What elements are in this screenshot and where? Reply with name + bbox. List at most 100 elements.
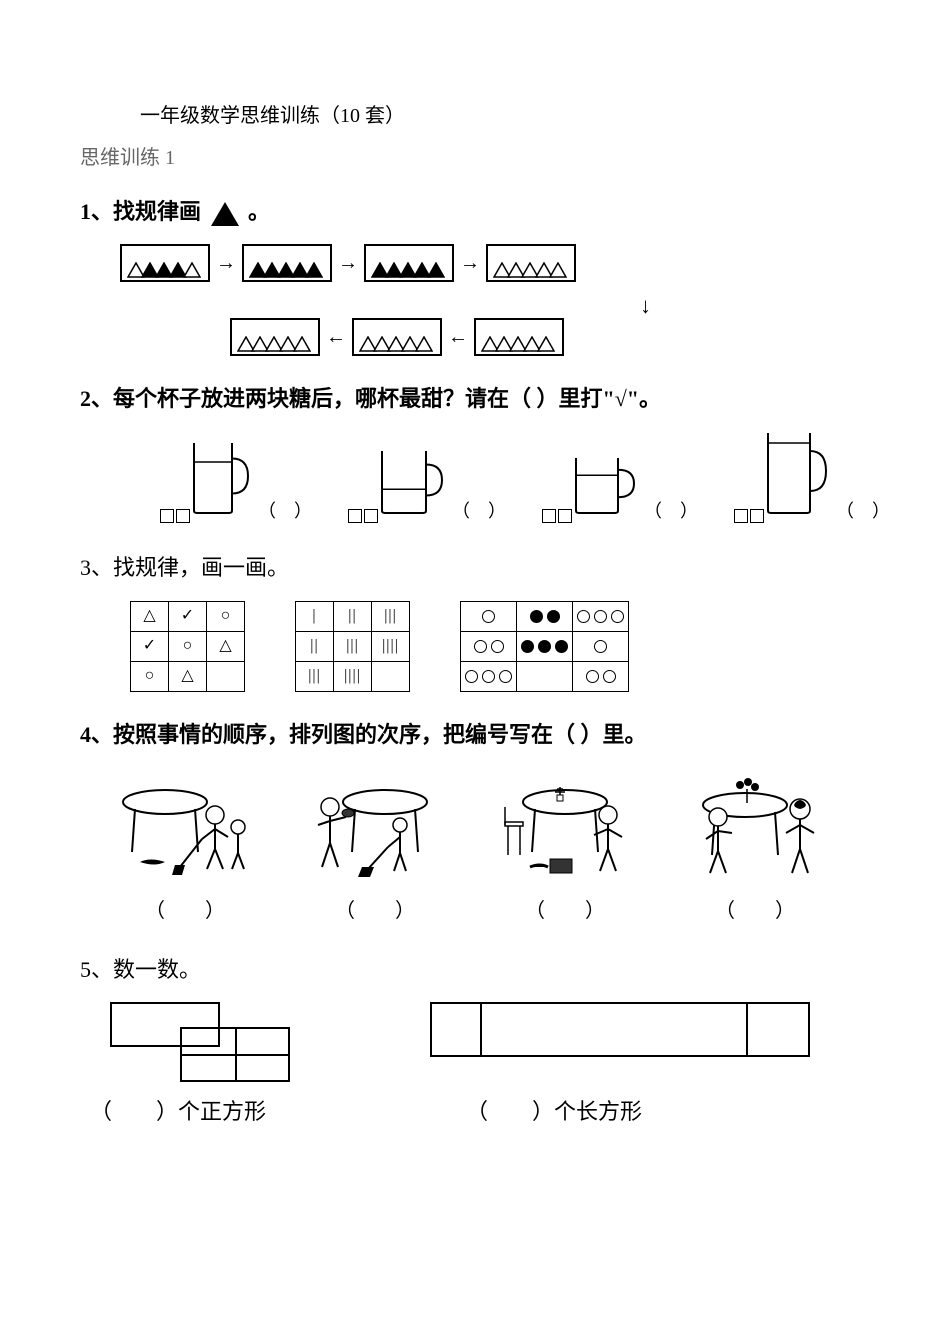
answer-paren[interactable]: （ ） [490, 895, 640, 927]
q5-text: 5、数一数。 [80, 952, 865, 987]
overlapping-squares [110, 1002, 290, 1082]
grid-cell: ○ [207, 601, 245, 631]
grid-cell: ✓ [169, 601, 207, 631]
answer-paren[interactable]: （ ） [680, 895, 830, 927]
grid-cell: △ [169, 661, 207, 691]
circle-outline-icon [594, 610, 607, 623]
triangle-outline-icon [549, 262, 565, 276]
answer-paren[interactable]: （ ） [836, 497, 890, 526]
answer-paren[interactable]: （ ） [110, 895, 260, 927]
q3-grid-2: |||||||||||||||||||||| [295, 601, 410, 692]
q2-body: 每个杯子放进两块糖后，哪杯最甜？请在（ ）里打"√"。 [113, 386, 661, 411]
circle-filled-icon [530, 610, 543, 623]
triangle-outline-icon [293, 336, 309, 350]
q1-row-1: →→→ [120, 244, 865, 282]
q5-answer-2: （ ）个长方形 [466, 1094, 642, 1129]
grid-cell [207, 661, 245, 691]
scene-2: （ ） [300, 767, 450, 927]
arrow-left-icon: ← [446, 321, 470, 353]
question-4: 4、按照事情的顺序，排列图的次序，把编号写在（ ）里。 （ ） （ ） [80, 717, 865, 927]
cup-icon [192, 441, 252, 525]
q1-text: 1、找规律画 。 [80, 194, 865, 229]
horizontal-divider [182, 1054, 288, 1056]
q1-num: 1、 [80, 199, 113, 224]
arrow-right-icon: → [336, 247, 360, 279]
arrow-right-icon: → [458, 247, 482, 279]
grid-cell [573, 631, 629, 661]
q3-text: 3、找规律，画一画。 [80, 550, 865, 585]
sugar-cube-icon [348, 509, 362, 523]
grid-cell: ○ [169, 631, 207, 661]
q3-body: 找规律，画一画。 [113, 555, 289, 580]
section-subtitle: 思维训练 1 [80, 142, 865, 174]
sugar-cube-icon [364, 509, 378, 523]
cup-icon [574, 456, 638, 525]
grid-cell: | [296, 601, 334, 631]
sugar-cube-icon [558, 509, 572, 523]
rect-seg-2 [482, 1004, 748, 1055]
q3-grid-3 [460, 601, 629, 692]
rect-seg-3 [748, 1004, 808, 1055]
answer-paren[interactable]: （ ） [452, 497, 506, 526]
circle-outline-icon [499, 670, 512, 683]
grid-cell [517, 631, 573, 661]
grid-cell: || [296, 631, 334, 661]
question-5: 5、数一数。 （ ）个正方形 （ ）个长方形 [80, 952, 865, 1129]
grid-cell [573, 601, 629, 631]
rectangle-strip [430, 1002, 810, 1057]
q4-scene-row: （ ） （ ） （ ） [80, 767, 865, 927]
sugar-cube-icon [160, 509, 174, 523]
q5-shape-row [80, 1002, 865, 1082]
square-front [180, 1027, 290, 1082]
grid-cell: ||| [296, 661, 334, 691]
q5-answer-1: （ ）个正方形 [90, 1094, 266, 1129]
cup-icon [380, 449, 446, 525]
circle-outline-icon [594, 640, 607, 653]
grid-cell: |||| [372, 631, 410, 661]
sugar-cube-icon [176, 509, 190, 523]
grid-cell [517, 661, 573, 691]
grid-cell: |||| [334, 661, 372, 691]
pattern-box [120, 244, 210, 282]
pattern-box [486, 244, 576, 282]
circle-outline-icon [465, 670, 478, 683]
arrow-down-icon: ↓ [640, 288, 651, 323]
q3-num: 3、 [80, 555, 113, 580]
circle-outline-icon [603, 670, 616, 683]
grid-cell [573, 661, 629, 691]
scene-1: （ ） [110, 767, 260, 927]
question-1: 1、找规律画 。 →→→ ↓ ←← [80, 194, 865, 356]
question-2: 2、每个杯子放进两块糖后，哪杯最甜？请在（ ）里打"√"。 （ ） （ ） （ … [80, 381, 865, 525]
circle-outline-icon [586, 670, 599, 683]
q5-body: 数一数。 [113, 957, 201, 982]
circle-outline-icon [474, 640, 487, 653]
page-title: 一年级数学思维训练（10 套） [80, 100, 865, 132]
answer-paren[interactable]: （ ） [644, 497, 698, 526]
grid-cell: ✓ [131, 631, 169, 661]
answer-paren[interactable]: （ ） [300, 895, 450, 927]
q1-before: 找规律画 [113, 199, 201, 224]
q5-rect-group [430, 1002, 810, 1057]
q2-num: 2、 [80, 386, 113, 411]
q1-flowchart: →→→ ↓ ←← [80, 244, 865, 356]
scene-illustration [490, 767, 640, 887]
sugar-cube-icon [542, 509, 556, 523]
pattern-box [352, 318, 442, 356]
cup-group-2: （ ） [348, 449, 506, 525]
answer-paren[interactable]: （ ） [258, 497, 312, 526]
q1-after: 。 [248, 199, 270, 224]
triangle-outline-icon [183, 262, 199, 276]
cup-icon [766, 431, 830, 525]
q5-num: 5、 [80, 957, 113, 982]
grid-cell: ○ [131, 661, 169, 691]
triangle-outline-icon [415, 336, 431, 350]
grid-cell: ||| [372, 601, 410, 631]
q2-text: 2、每个杯子放进两块糖后，哪杯最甜？请在（ ）里打"√"。 [80, 381, 865, 416]
grid-cell [461, 601, 517, 631]
circle-filled-icon [547, 610, 560, 623]
pattern-box [364, 244, 454, 282]
circle-filled-icon [538, 640, 551, 653]
circle-outline-icon [491, 640, 504, 653]
scene-4: （ ） [680, 767, 830, 927]
grid-cell: △ [207, 631, 245, 661]
